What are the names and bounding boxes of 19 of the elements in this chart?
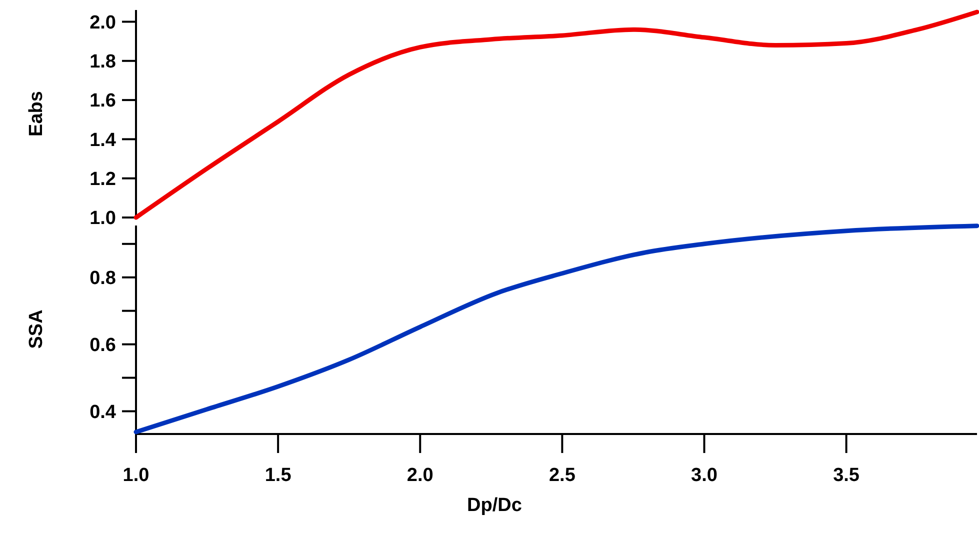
y-tick-label: 0.4 <box>90 402 116 423</box>
x-tick-label: 2.0 <box>406 465 434 486</box>
x-axis-title: Dp/Dc <box>467 495 522 516</box>
line-series <box>134 10 979 220</box>
y-tick-label: 1.4 <box>90 130 116 151</box>
y-axis-title: SSA <box>26 309 47 349</box>
x-tick-label: 3.0 <box>691 465 718 486</box>
x-tick-label: 1.5 <box>264 465 292 486</box>
y-tick-label: 1.0 <box>90 208 116 230</box>
y-axis-title: Eabs <box>26 91 47 136</box>
y-tick-label: 1.2 <box>90 169 116 190</box>
y-tick-label: 2.0 <box>90 12 116 34</box>
x-tick-label: 2.5 <box>548 465 576 486</box>
x-tick-label: 3.5 <box>833 465 860 486</box>
y-tick-label: 0.8 <box>90 268 116 290</box>
y-tick-label: 1.8 <box>90 52 116 73</box>
y-tick-label: 1.6 <box>90 90 116 112</box>
y-tick-label: 0.6 <box>90 334 116 356</box>
x-tick-label: 1.0 <box>122 465 150 486</box>
